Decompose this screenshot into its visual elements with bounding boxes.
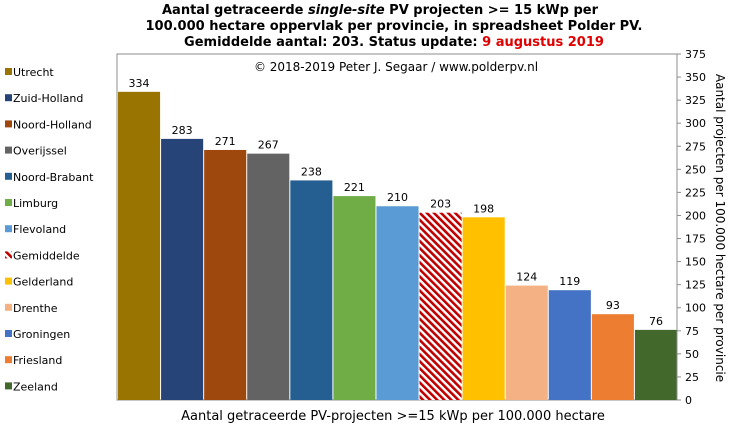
- bar-zeeland: [634, 329, 677, 400]
- value-label-noord-holland: 271: [215, 135, 236, 148]
- legend-swatch-zeeland: [5, 382, 12, 390]
- y-tick-label: 125: [685, 279, 706, 292]
- legend-swatch-friesland: [5, 356, 12, 364]
- value-label-overijssel: 267: [258, 139, 279, 152]
- bar-zuid-holland: [161, 138, 204, 400]
- legend-label-gelderland: Gelderland: [13, 276, 73, 289]
- legend-swatch-limburg: [5, 199, 12, 206]
- legend-swatch-overijssel: [5, 146, 12, 154]
- legend-swatch-zuid-holland: [5, 94, 12, 102]
- y-tick-label: 75: [685, 325, 699, 338]
- value-label-limburg: 221: [344, 181, 365, 194]
- y-tick-label: 0: [685, 394, 692, 407]
- legend-label-drenthe: Drenthe: [13, 302, 58, 315]
- y-tick-label: 350: [685, 71, 706, 84]
- value-label-groningen: 119: [559, 275, 580, 288]
- legend-label-zuid-holland: Zuid-Holland: [13, 92, 83, 105]
- bar-friesland: [591, 314, 634, 400]
- value-label-flevoland: 210: [387, 191, 408, 204]
- legend-label-noord-holland: Noord-Holland: [13, 118, 92, 131]
- bar-limburg: [333, 196, 376, 400]
- legend-label-flevoland: Flevoland: [13, 223, 66, 236]
- legend-label-utrecht: Utrecht: [13, 66, 54, 79]
- legend-swatch-drenthe: [5, 303, 12, 311]
- legend-swatch-noord-brabant: [5, 172, 12, 180]
- y-tick-label: 150: [685, 256, 706, 269]
- legend-swatch-flevoland: [5, 225, 12, 233]
- y-tick-label: 250: [685, 163, 706, 176]
- value-label-gelderland: 198: [473, 202, 494, 215]
- chart-title-line3: Gemiddelde aantal: 203. Status update: 9…: [184, 35, 604, 50]
- bar-noord-brabant: [290, 180, 333, 400]
- y-tick-label: 200: [685, 209, 706, 222]
- legend-label-noord-brabant: Noord-Brabant: [13, 171, 94, 184]
- legend-label-groningen: Groningen: [13, 328, 70, 341]
- legend-swatch-gemiddelde: [5, 251, 12, 259]
- legend-swatch-noord-holland: [5, 120, 12, 128]
- legend-label-limburg: Limburg: [13, 197, 58, 210]
- y-axis: 0 25 50 75 100 125 150 175 200 225 250 275 300 325 350…: [676, 48, 706, 407]
- value-label-friesland: 93: [606, 299, 620, 312]
- bar-noord-holland: [204, 149, 247, 400]
- y-axis-label: Aantal projecten per 100.000 hectare per…: [713, 74, 727, 382]
- legend-label-gemiddelde: Gemiddelde: [13, 249, 80, 262]
- bar-utrecht: [118, 91, 161, 400]
- y-tick-label: 25: [685, 371, 699, 384]
- bar-overijssel: [247, 153, 290, 400]
- y-tick-label: 300: [685, 117, 706, 130]
- bars-group: [118, 91, 677, 400]
- bar-drenthe: [505, 285, 548, 400]
- value-label-noord-brabant: 238: [301, 165, 322, 178]
- y-tick-label: 275: [685, 140, 706, 153]
- value-label-zuid-holland: 283: [172, 124, 193, 137]
- bar-flevoland: [376, 206, 419, 400]
- y-tick-label: 50: [685, 348, 699, 361]
- value-label-utrecht: 334: [129, 77, 150, 90]
- legend-label-overijssel: Overijssel: [13, 145, 67, 158]
- legend-swatch-gelderland: [5, 277, 12, 285]
- status-date: 9 augustus 2019: [482, 35, 604, 50]
- chart-title-line1: Aantal getraceerde single-site PV projec…: [162, 3, 599, 18]
- y-tick-label: 100: [685, 302, 706, 315]
- value-labels-group: 334 283 271 267 238 221 210 203 198 124 119 93 76: [129, 77, 663, 328]
- bar-gelderland: [462, 217, 505, 400]
- chart-title-line2: 100.000 hectare oppervlak per provincie,…: [145, 19, 642, 34]
- chart-title-emphasis: single-site: [308, 3, 385, 18]
- x-axis-label: Aantal getraceerde PV-projecten >=15 kWp…: [181, 409, 605, 424]
- y-tick-label: 325: [685, 94, 706, 107]
- value-label-zeeland: 76: [649, 315, 663, 328]
- legend-label-friesland: Friesland: [13, 354, 62, 367]
- copyright-notice: © 2018-2019 Peter J. Segaar / www.polder…: [254, 60, 538, 74]
- legend-label-zeeland: Zeeland: [13, 380, 58, 393]
- y-tick-label: 375: [685, 48, 706, 61]
- legend: Utrecht Zuid-Holland Noord-Holland Overijss…: [5, 66, 94, 393]
- y-tick-label: 225: [685, 186, 706, 199]
- value-label-gemiddelde: 203: [430, 198, 451, 211]
- y-tick-label: 175: [685, 233, 706, 246]
- legend-swatch-utrecht: [5, 68, 12, 75]
- value-label-drenthe: 124: [516, 271, 537, 284]
- bar-gemiddelde: [419, 212, 462, 400]
- legend-swatch-groningen: [5, 330, 12, 337]
- bar-groningen: [548, 290, 591, 400]
